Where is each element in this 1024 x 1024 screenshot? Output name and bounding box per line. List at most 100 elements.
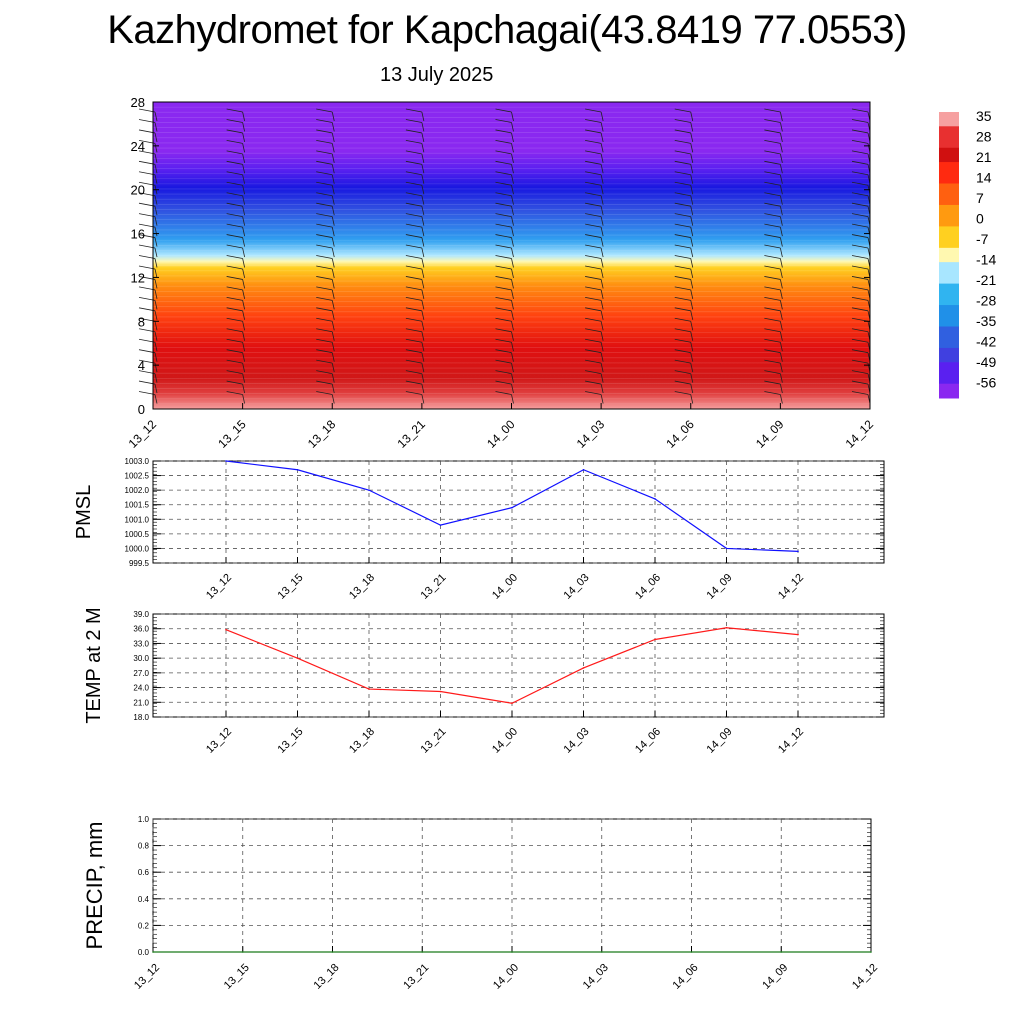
wind-barb-staff <box>600 185 604 195</box>
wind-barb-flag <box>138 160 156 165</box>
wind-barb-flag <box>585 276 602 280</box>
wind-barb-staff <box>779 122 783 132</box>
wind-barb-flag <box>764 296 781 301</box>
wind-barb-staff <box>154 342 158 352</box>
wind-barb-staff <box>511 268 514 279</box>
wind-barb-staff <box>690 310 694 320</box>
wind-barb-flag <box>851 119 869 123</box>
wind-barb-flag <box>585 129 602 134</box>
wind-barb-staff <box>779 394 783 404</box>
wind-barb-staff <box>511 310 514 320</box>
wind-barb-flag <box>674 286 691 291</box>
data-point <box>368 489 370 491</box>
wind-barb-flag <box>226 202 243 207</box>
wind-barb-staff <box>421 164 425 174</box>
wind-barb-staff <box>511 111 514 122</box>
wind-barb-flag <box>316 171 333 176</box>
wind-barb-flag <box>764 286 781 291</box>
wind-barb-flag <box>674 317 691 322</box>
wind-barb-column <box>405 108 425 404</box>
wind-barb-flag <box>764 150 781 155</box>
panel-frame <box>152 613 885 718</box>
wind-barb-flag <box>226 213 243 218</box>
wind-barb-flag <box>851 139 869 144</box>
wind-barb-flag <box>674 380 691 385</box>
wind-barb-flag <box>495 181 512 186</box>
wind-barb-staff <box>154 300 158 310</box>
wind-barb-staff <box>690 258 694 268</box>
wind-barb-flag <box>405 370 422 375</box>
wind-barb-staff <box>421 352 425 362</box>
colorbar-segment <box>939 176 959 184</box>
wind-barb-flag <box>226 391 243 395</box>
wind-barb-flag <box>851 234 869 238</box>
y-tick-label: 8 <box>138 314 145 329</box>
wind-barb-flag <box>674 370 691 375</box>
wind-barb-staff <box>690 394 694 404</box>
colorbar-segment <box>939 226 959 235</box>
x-tick-label: 14_03 <box>581 962 611 992</box>
wind-barb-staff <box>242 195 246 205</box>
wind-barb-column <box>226 108 246 404</box>
wind-barb-staff <box>600 153 604 163</box>
wind-barb-staff <box>779 153 783 163</box>
panel-frame <box>152 460 885 564</box>
y-tick-label: 1002.5 <box>125 472 150 481</box>
wind-barb-flag <box>316 317 333 322</box>
wind-barb-flag <box>226 119 243 123</box>
wind-barb-flag <box>585 380 602 385</box>
wind-barb-staff <box>690 132 694 143</box>
wind-barb-flag <box>226 338 243 343</box>
wind-barb-staff <box>331 352 335 362</box>
wind-barb-flag <box>316 223 333 228</box>
wind-barb-flag <box>851 391 869 395</box>
wind-barb-flag <box>674 244 691 249</box>
y-tick-label: 0 <box>138 402 145 417</box>
wind-barb-staff <box>154 174 158 184</box>
wind-barb-staff <box>511 383 514 394</box>
y-axis-label: PMSL <box>73 485 95 539</box>
wind-barb-staff <box>511 258 514 268</box>
data-point <box>368 688 370 690</box>
wind-barb-flag <box>226 296 243 301</box>
wind-barb-staff <box>242 342 246 352</box>
y-tick-label: 1000.0 <box>125 544 150 553</box>
wind-barb-flag <box>405 202 422 207</box>
wind-barb-staff <box>421 394 425 404</box>
y-tick-label: 24 <box>131 139 145 154</box>
wind-barb-flag <box>138 150 156 155</box>
wind-barb-staff <box>779 111 783 122</box>
wind-barb-flag <box>585 255 602 259</box>
x-tick-label: 14_00 <box>484 417 518 451</box>
wind-barb-flag <box>495 359 512 364</box>
wind-barb-flag <box>405 391 422 395</box>
wind-barb-staff <box>779 289 783 299</box>
wind-barb-staff <box>331 185 335 195</box>
wind-barb-flag <box>226 307 243 312</box>
wind-barb-staff <box>690 352 694 362</box>
wind-barb-staff <box>511 247 514 258</box>
wind-barb-flag <box>674 202 691 207</box>
wind-barb-staff <box>421 206 425 216</box>
wind-barb-staff <box>331 132 335 143</box>
wind-barb-flag <box>226 234 243 238</box>
wind-barb-staff <box>600 174 604 184</box>
y-tick-label: 0.0 <box>138 948 150 957</box>
wind-barb-staff <box>779 383 783 394</box>
wind-barb-staff <box>242 164 246 174</box>
wind-barb-flag <box>585 213 602 218</box>
wind-barb-staff <box>242 153 246 163</box>
wind-barb-flag <box>316 370 333 375</box>
y-tick-label: 21.0 <box>133 698 149 707</box>
wind-barb-staff <box>779 321 783 331</box>
y-tick-label: 24.0 <box>133 684 149 693</box>
wind-barb-flag <box>316 255 333 259</box>
wind-barb-staff <box>690 300 694 310</box>
colorbar-segment <box>939 197 959 206</box>
wind-barb-flag <box>495 160 512 165</box>
wind-barb-staff <box>421 185 425 195</box>
wind-barb-staff <box>600 331 604 341</box>
wind-barb-staff <box>779 247 783 258</box>
colorbar-segment <box>939 126 959 134</box>
wind-barb-staff <box>421 268 425 279</box>
